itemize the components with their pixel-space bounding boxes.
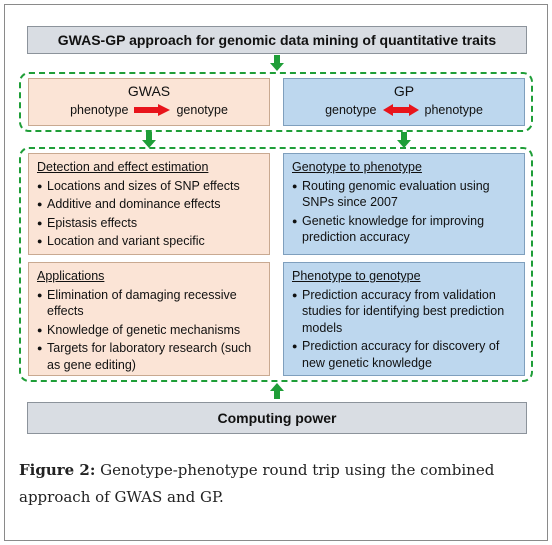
list-item: Routing genomic evaluation using SNPs si…: [292, 178, 516, 211]
gp-direction: genotype phenotype: [284, 102, 524, 119]
list-item: Elimination of damaging recessive effect…: [37, 287, 261, 320]
list-item: Location and variant specific: [37, 233, 261, 250]
list-item: Targets for laboratory research (such as…: [37, 340, 261, 373]
applications-box: Applications Elimination of damaging rec…: [28, 262, 270, 376]
gp-left-label: genotype: [325, 102, 377, 117]
bottom-banner-text: Computing power: [217, 410, 337, 426]
lower-dashed-group: [19, 147, 533, 382]
list-item: Prediction accuracy for discovery of new…: [292, 338, 516, 371]
figure-frame: [4, 4, 548, 541]
green-down-arrow-right: [397, 132, 411, 148]
gp-right-label: phenotype: [424, 102, 483, 117]
list-item: Knowledge of genetic mechanisms: [37, 322, 261, 339]
gwas-title: GWAS: [127, 83, 171, 99]
p2g-heading: Phenotype to genotype: [292, 269, 421, 283]
detection-box: Detection and effect estimation Location…: [28, 153, 270, 255]
green-up-arrow-bottom: [270, 383, 284, 399]
list-item: Prediction accuracy from validation stud…: [292, 287, 516, 337]
gwas-direction: phenotype genotype: [29, 102, 269, 119]
list-item: Genetic knowledge for improving predicti…: [292, 213, 516, 246]
top-banner: GWAS-GP approach for genomic data mining…: [27, 26, 527, 54]
detection-list: Locations and sizes of SNP effects Addit…: [37, 178, 261, 250]
red-right-arrow-icon: [134, 103, 171, 116]
list-item: Locations and sizes of SNP effects: [37, 178, 261, 195]
red-double-arrow-icon: [382, 103, 419, 116]
caption-label: Figure 2:: [19, 461, 96, 479]
p2g-list: Prediction accuracy from validation stud…: [292, 287, 516, 372]
gwas-right-label: genotype: [176, 102, 228, 117]
green-down-arrow-top: [270, 55, 284, 71]
phenotype-to-genotype-box: Phenotype to genotype Prediction accurac…: [283, 262, 525, 376]
figure-caption: Figure 2: Genotype-phenotype round trip …: [19, 457, 539, 511]
gwas-box: GWAS phenotype genotype: [28, 78, 270, 126]
list-item: Epistasis effects: [37, 215, 261, 232]
gwas-left-label: phenotype: [70, 102, 129, 117]
caption-text: Genotype-phenotype round trip using the …: [19, 461, 495, 506]
top-banner-text: GWAS-GP approach for genomic data mining…: [57, 32, 497, 48]
applications-heading: Applications: [37, 269, 105, 283]
bottom-banner: Computing power: [27, 402, 527, 434]
genotype-to-phenotype-box: Genotype to phenotype Routing genomic ev…: [283, 153, 525, 255]
green-down-arrow-left: [142, 132, 156, 148]
detection-heading: Detection and effect estimation: [37, 160, 209, 174]
applications-list: Elimination of damaging recessive effect…: [37, 287, 261, 374]
g2p-heading: Genotype to phenotype: [292, 160, 422, 174]
g2p-list: Routing genomic evaluation using SNPs si…: [292, 178, 516, 246]
gp-box: GP genotype phenotype: [283, 78, 525, 126]
gp-title: GP: [393, 83, 415, 99]
list-item: Additive and dominance effects: [37, 196, 261, 213]
upper-dashed-group: [19, 72, 533, 132]
